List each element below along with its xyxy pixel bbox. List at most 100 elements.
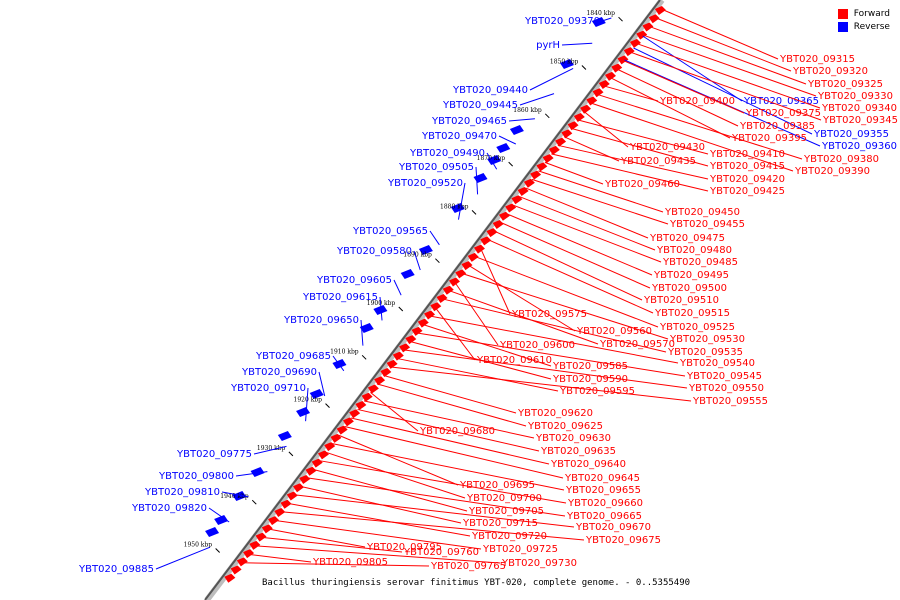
leader-line [589,102,794,172]
forward-gene-label: YBT020_09495 [653,270,729,281]
reverse-gene-label: YBT020_09615 [302,292,378,303]
forward-gene-label: YBT020_09480 [656,245,732,256]
leader-line [360,319,364,346]
forward-gene-label: YBT020_09680 [419,426,495,437]
forward-gene-block [648,14,660,24]
reverse-gene-block [214,515,229,525]
leader-line [551,153,709,192]
leader-line [376,383,527,427]
forward-gene-label: YBT020_09720 [471,531,547,542]
forward-gene-block [461,261,473,271]
tick-label: 1940 kbp [220,493,249,500]
leader-line [460,272,669,340]
forward-gene-block [511,195,523,205]
forward-gene-block [467,252,479,262]
forward-gene-label: YBT020_09315 [779,54,855,65]
forward-gene-label: YBT020_09715 [462,518,538,529]
tick-mark [361,354,367,360]
forward-gene-label: YBT020_09660 [567,498,643,509]
tick-mark [581,65,587,70]
leader-line [615,68,739,127]
leader-line [253,445,287,455]
forward-gene-label: YBT020_09450 [664,207,740,218]
leader-line [544,161,604,185]
forward-gene-label: YBT020_09590 [552,374,628,385]
forward-gene-label: YBT020_09460 [604,179,680,190]
leader-line [235,471,268,477]
forward-gene-block [399,343,411,353]
tick-label: 1850 kbp [550,59,579,66]
tick-label: 1910 kbp [330,348,359,355]
forward-label: Forward [853,9,890,19]
leader-line [498,135,517,145]
forward-gene-label: YBT020_09555 [692,396,768,407]
tick-mark [215,548,220,553]
tick-label: 1880 kbp [440,203,469,210]
forward-gene-block [274,507,286,517]
forward-gene-block [386,359,398,369]
leader-line [428,315,679,364]
reverse-gene-block [509,125,524,135]
reverse-gene-block [496,143,511,153]
leader-line [519,93,555,106]
tick-label: 1840 kbp [587,10,616,17]
forward-gene-label: YBT020_09325 [807,79,883,90]
forward-gene-label: YBT020_09585 [552,361,628,372]
forward-gene-label: YBT020_09410 [709,149,785,160]
forward-swatch [837,9,848,19]
reverse-swatch [837,22,848,32]
forward-gene-label: YBT020_09535 [667,347,743,358]
reverse-gene-label: YBT020_09775 [176,449,252,460]
forward-gene-block [580,104,592,114]
leader-line [512,204,662,263]
leader-line [331,443,565,491]
forward-gene-label: YBT020_09550 [688,383,764,394]
forward-gene-label: YBT020_09395 [731,133,807,144]
forward-gene-label: YBT020_09695 [459,480,535,491]
reverse-gene-label: YBT020_09690 [241,367,317,378]
backbone-line [204,0,661,600]
reverse-gene-label: pyrH [536,40,560,51]
forward-gene-block [336,425,348,435]
forward-gene-block [411,326,423,336]
leader-line [529,67,574,91]
forward-gene-block [567,121,579,131]
forward-gene-block [542,154,554,164]
forward-gene-block [361,392,373,402]
reverse-gene-label: YBT020_09445 [442,100,518,111]
forward-gene-label: YBT020_09600 [499,340,575,351]
forward-gene-block [349,409,361,419]
forward-gene-label: YBT020_09545 [686,371,762,382]
reverse-gene-label: YBT020_09360 [821,141,897,152]
leader-line [622,59,745,114]
forward-gene-block [355,400,367,410]
forward-gene-block [536,162,548,172]
reverse-gene-label: YBT020_09650 [283,315,359,326]
forward-gene-block [243,549,255,559]
reverse-gene-label: YBT020_09885 [78,564,154,575]
leader-line [254,545,501,564]
tick-label: 1930 kbp [257,445,286,452]
leader-line [454,281,499,346]
forward-gene-block [342,417,354,427]
forward-gene-block [517,187,529,197]
forward-gene-block [598,80,610,90]
forward-gene-block [642,22,654,32]
forward-gene-label: YBT020_09560 [576,326,652,337]
leader-line [635,42,821,109]
forward-gene-label: YBT020_09640 [550,459,626,470]
leader-line [379,296,383,321]
tick-mark [618,16,623,22]
forward-gene-block [473,244,485,254]
forward-gene-block [367,384,379,394]
forward-gene-label: YBT020_09655 [565,485,641,496]
forward-gene-block [286,491,298,501]
leader-line [505,213,653,276]
forward-gene-label: YBT020_09525 [659,322,735,333]
forward-gene-block [611,63,623,73]
leader-line [457,182,466,220]
reverse-gene-block [205,527,220,537]
forward-gene-label: YBT020_09625 [527,421,603,432]
leader-line [654,17,792,72]
